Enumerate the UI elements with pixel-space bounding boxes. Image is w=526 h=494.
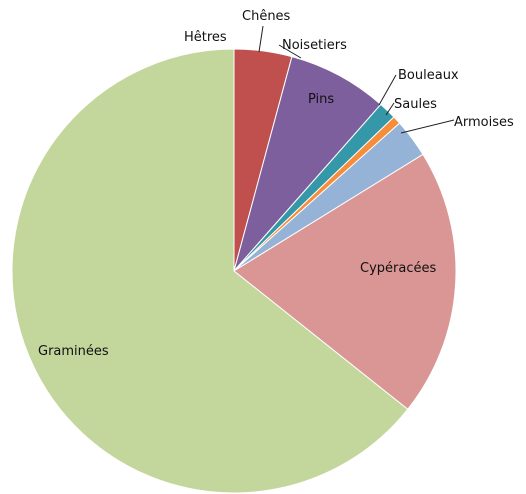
pie-slice-graminees	[11, 48, 409, 494]
leader-line-noisetiers	[278, 44, 302, 59]
leader-line-armoises	[400, 119, 455, 134]
leader-lines	[258, 25, 455, 134]
pie-slice-pins	[233, 56, 382, 272]
label-armoises: Armoises	[454, 115, 514, 130]
label-noisetiers: Noisetiers	[282, 38, 347, 53]
slice-labels: Hêtres Chênes Noisetiers Pins Bouleaux S…	[38, 9, 514, 359]
label-pins: Pins	[308, 92, 334, 107]
label-hetres: Hêtres	[184, 30, 227, 45]
leader-line-saules	[385, 102, 395, 116]
leader-line-bouleaux	[378, 74, 397, 106]
label-cyperacees: Cypéracées	[360, 261, 436, 276]
label-saules: Saules	[394, 97, 437, 112]
pie-slices	[11, 48, 457, 494]
pie-slice-cyperacees	[233, 153, 457, 410]
leader-line-chenes	[258, 25, 264, 53]
label-bouleaux: Bouleaux	[398, 68, 459, 83]
label-chenes: Chênes	[242, 9, 291, 24]
label-graminees: Graminées	[38, 344, 109, 359]
